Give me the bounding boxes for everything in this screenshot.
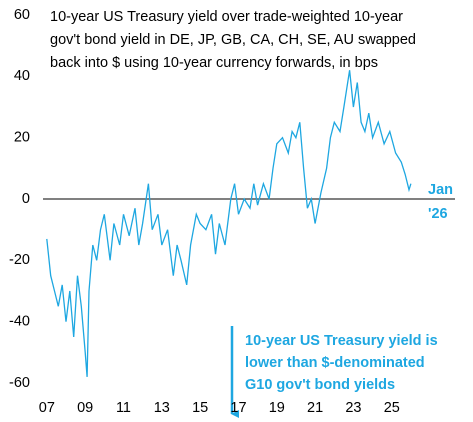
y-tick-label: 40 — [14, 68, 30, 84]
chart-title: back into $ using 10-year currency forwa… — [50, 55, 378, 71]
annotation: 10-year US Treasury yield is — [245, 333, 438, 349]
x-tick-label: 19 — [269, 400, 285, 416]
y-tick-label: -20 — [9, 252, 30, 268]
y-tick-label: -40 — [9, 313, 30, 329]
chart-title: 10-year US Treasury yield over trade-wei… — [50, 9, 403, 25]
end-label: Jan — [428, 182, 453, 198]
x-tick-label: 09 — [77, 400, 93, 416]
line — [46, 70, 412, 377]
chart-title: gov't bond yield in DE, JP, GB, CA, CH, … — [50, 32, 416, 48]
x-tick-label: 25 — [384, 400, 400, 416]
x-tick-label: 17 — [230, 400, 246, 416]
y-tick-label: 60 — [14, 7, 30, 23]
y-tick-label: 0 — [22, 191, 30, 207]
x-tick-label: 21 — [307, 400, 323, 416]
end-label: '26 — [428, 206, 448, 222]
x-tick-label: 23 — [345, 400, 361, 416]
x-tick-label: 07 — [39, 400, 55, 416]
y-tick-label: 20 — [14, 129, 30, 145]
y-tick-label: -60 — [9, 375, 30, 391]
x-tick-label: 15 — [192, 400, 208, 416]
annotation: lower than $-denominated — [245, 355, 425, 371]
x-tick-label: 13 — [154, 400, 170, 416]
annotation: G10 gov't bond yields — [245, 377, 395, 393]
x-tick-label: 11 — [116, 400, 131, 416]
